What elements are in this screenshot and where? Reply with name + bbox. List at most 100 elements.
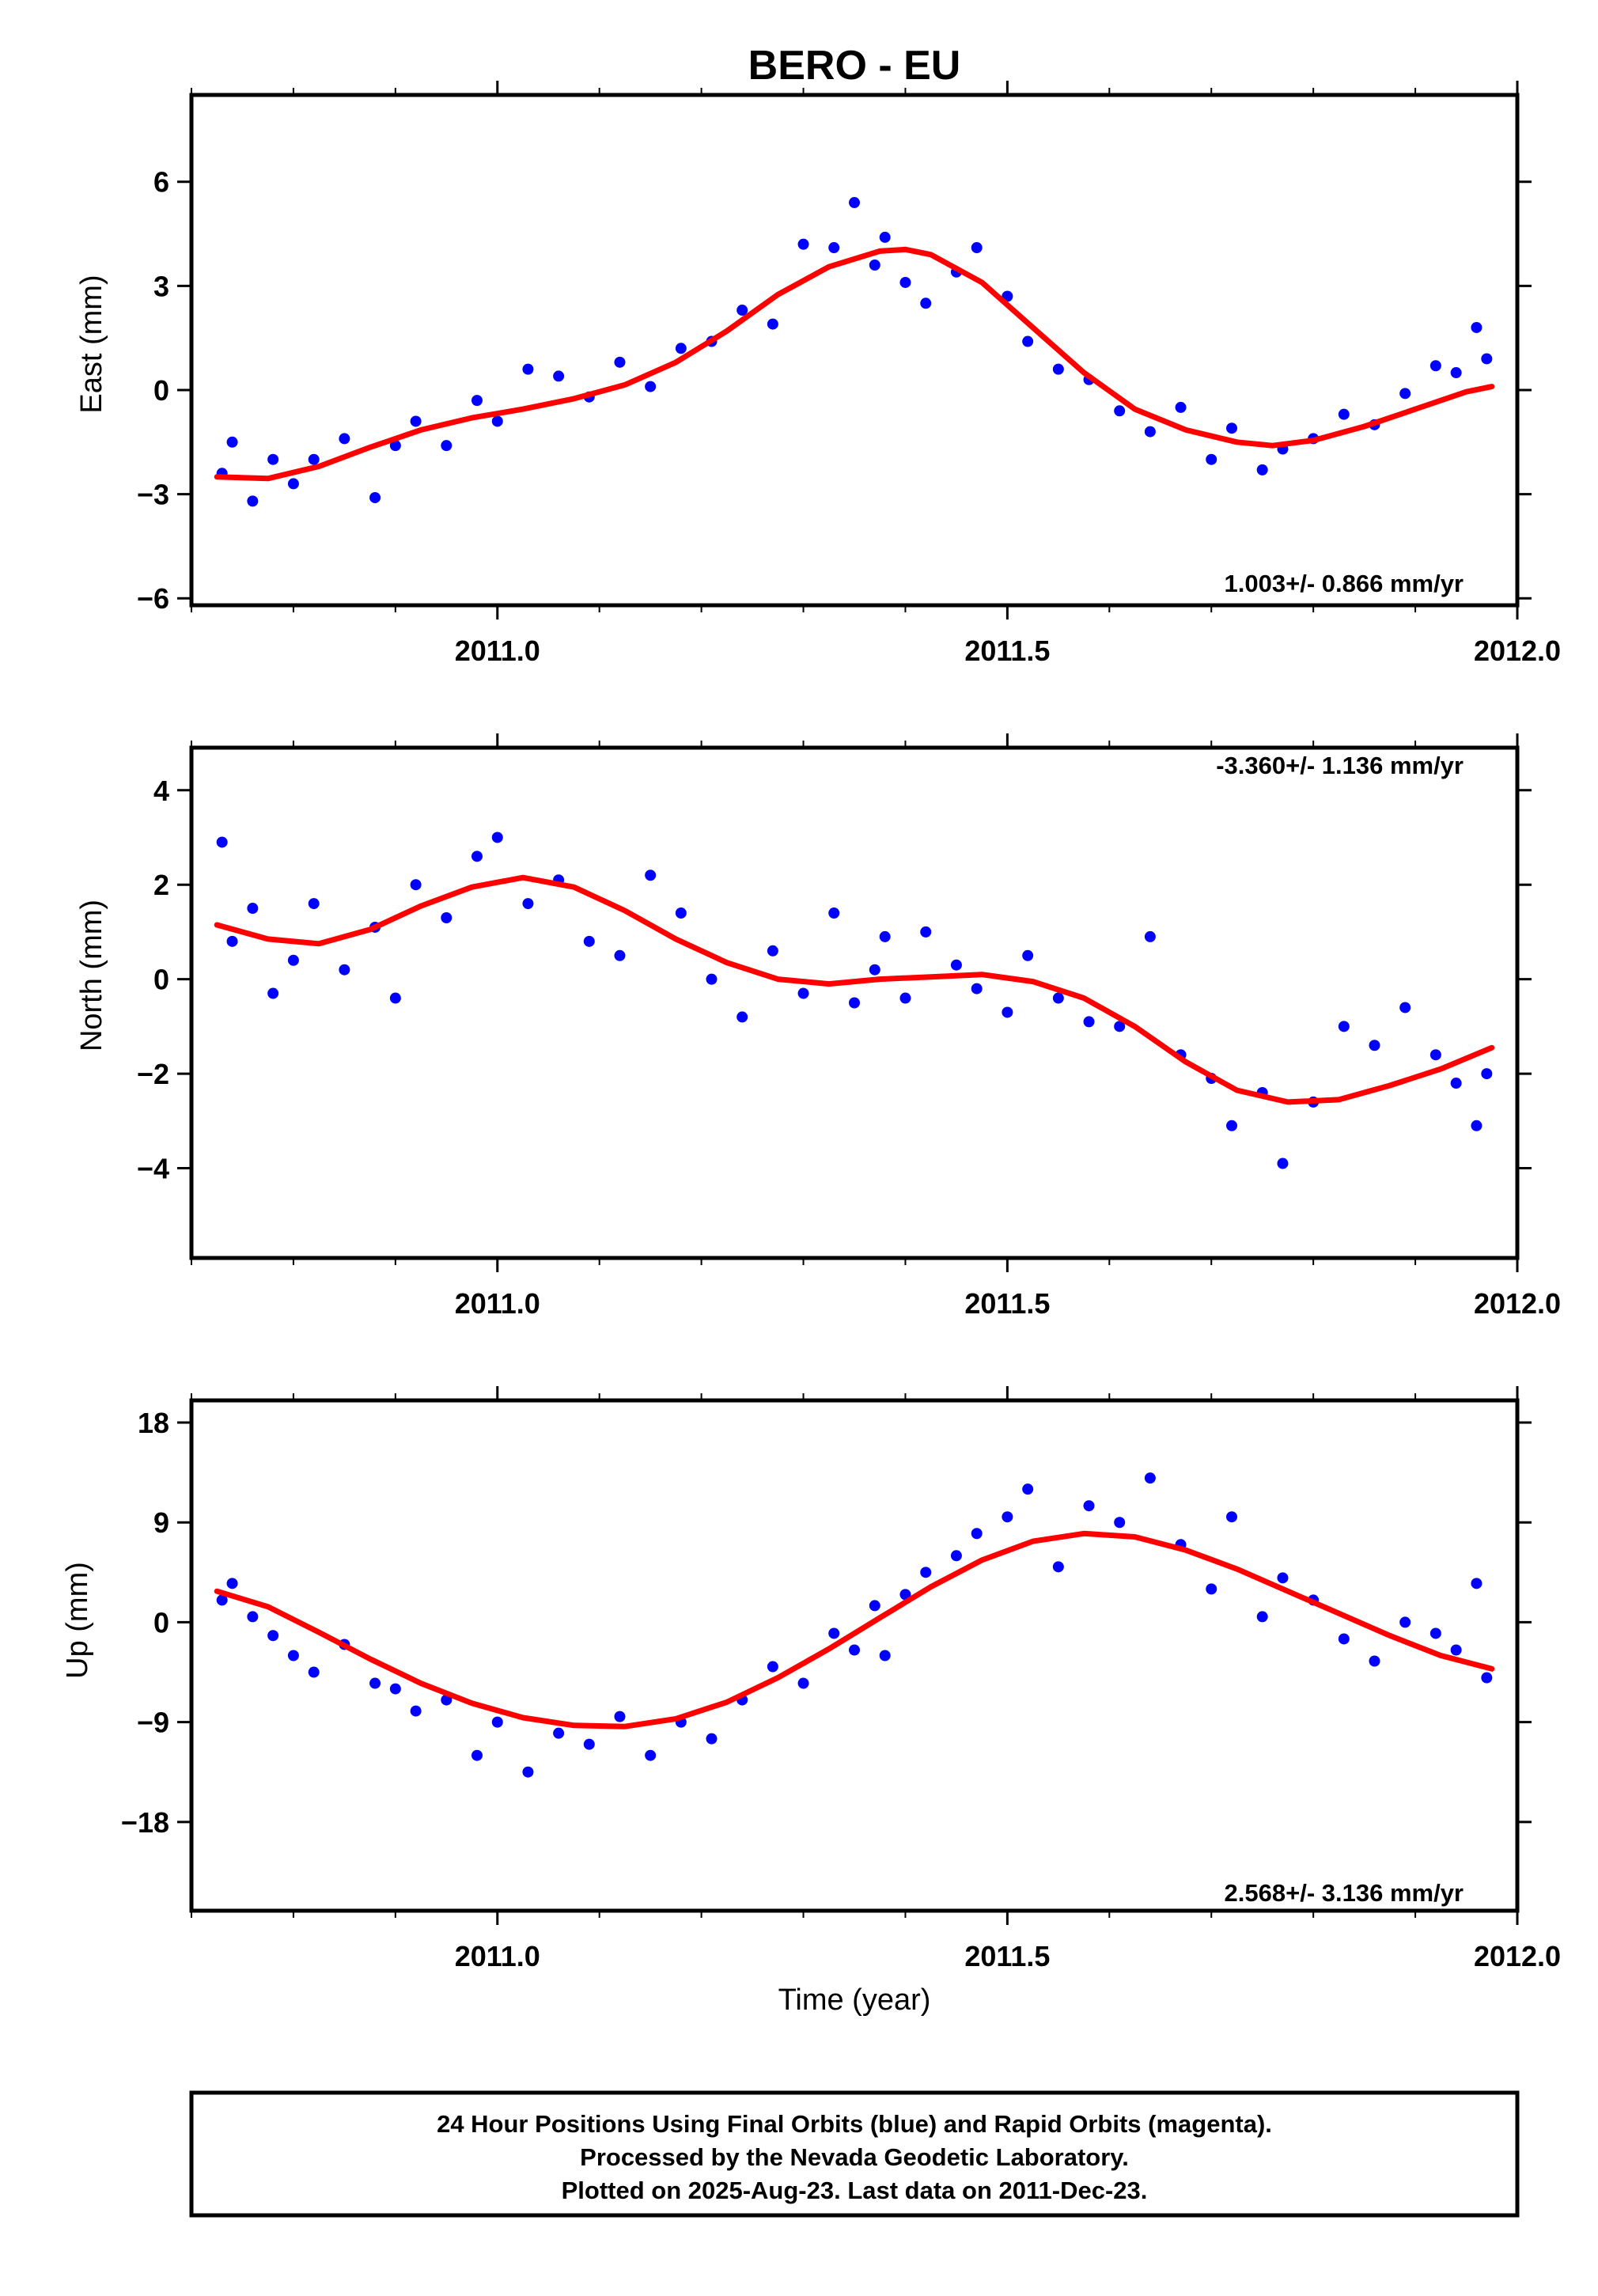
north-data-point: [767, 945, 778, 957]
north-data-point: [879, 930, 891, 942]
east-rate-label: 1.003+/- 0.866 mm/yr: [1225, 570, 1464, 597]
up-data-point: [389, 1683, 401, 1695]
up-data-point: [267, 1630, 279, 1642]
up-fit-curve: [214, 1530, 1495, 1730]
up-data-point: [899, 1589, 911, 1601]
north-data-point: [267, 987, 279, 999]
north-data-point: [308, 898, 320, 910]
up-data-point: [226, 1578, 238, 1589]
east-data-point: [471, 395, 483, 407]
north-data-point: [706, 973, 718, 985]
north-data-point: [737, 1011, 748, 1023]
north-data-point: [920, 926, 932, 938]
east-fit-curve: [214, 246, 1495, 482]
up-data-point: [1450, 1644, 1462, 1656]
up-data-point: [1256, 1611, 1268, 1623]
up-data-point: [1226, 1511, 1238, 1523]
east-data-point: [1481, 353, 1493, 365]
east-panel: East (mm) 1.003+/- 0.866 mm/yr 2011.0 201…: [75, 81, 1561, 667]
north-y-tick-label: −4: [137, 1153, 169, 1185]
up-y-tick-label: −18: [121, 1806, 169, 1839]
north-data-point: [1399, 1002, 1411, 1013]
legend-box: [189, 2090, 1520, 2218]
north-data-point: [1002, 1006, 1013, 1018]
east-data-point: [1429, 360, 1441, 372]
up-data-point: [522, 1766, 534, 1778]
up-data-point: [1338, 1633, 1350, 1645]
east-y-tick-label: 0: [153, 374, 169, 407]
up-data-point: [1022, 1483, 1034, 1495]
east-data-point: [767, 318, 778, 330]
up-panel: Up (mm) 2.568+/- 3.136 mm/yr 2011.0 2011.…: [61, 1386, 1561, 1972]
up-data-point: [1277, 1572, 1289, 1584]
north-data-point: [675, 907, 687, 919]
north-x-tick-label: 2011.5: [964, 1287, 1050, 1320]
north-data-point: [645, 870, 657, 881]
north-data-point: [1022, 949, 1034, 961]
up-data-point: [1429, 1627, 1441, 1639]
east-data-point: [1022, 335, 1034, 347]
up-data-point: [308, 1666, 320, 1678]
east-y-tick-label: 3: [153, 270, 169, 302]
east-data-point: [1052, 363, 1064, 375]
up-y-tick-label: 9: [153, 1506, 169, 1539]
north-data-point: [828, 907, 840, 919]
north-data-point: [1450, 1078, 1462, 1089]
north-data-point: [1083, 1016, 1095, 1028]
up-data-point: [869, 1600, 880, 1612]
north-data-point: [1114, 1021, 1126, 1032]
legend-note-line-3: Plotted on 2025-Aug-23. Last data on 201…: [562, 2177, 1148, 2204]
up-x-tick-label: 2012.0: [1474, 1940, 1561, 1972]
up-x-tick-label: 2011.5: [964, 1940, 1050, 1972]
north-data-point: [471, 851, 483, 862]
east-data-point: [339, 433, 350, 445]
east-data-point: [1144, 426, 1156, 438]
east-data-point: [737, 305, 748, 316]
north-fit-curve: [214, 874, 1495, 1105]
north-data-point: [522, 898, 534, 910]
north-data-point: [441, 912, 453, 923]
up-y-tick-label: −9: [137, 1707, 169, 1739]
up-data-point: [879, 1650, 891, 1661]
north-data-point: [899, 992, 911, 1004]
east-data-point: [308, 453, 320, 465]
north-y-tick-label: −2: [137, 1058, 169, 1090]
up-data-point: [706, 1733, 718, 1745]
east-data-point: [1471, 321, 1483, 333]
up-data-point: [471, 1749, 483, 1761]
north-data-point: [491, 832, 503, 843]
north-data-point: [247, 903, 259, 915]
legend-note-line-2: Processed by the Nevada Geodetic Laborat…: [580, 2143, 1129, 2171]
up-x-tick-label: 2011.0: [455, 1940, 540, 1972]
east-data-point: [267, 453, 279, 465]
east-data-point: [828, 242, 840, 254]
north-data-point: [1429, 1049, 1441, 1061]
north-data-point: [1277, 1157, 1289, 1169]
up-data-point: [1052, 1561, 1064, 1573]
east-y-tick-label: 6: [153, 166, 169, 199]
north-x-tick-label: 2012.0: [1474, 1287, 1561, 1320]
east-plot-frame: [189, 93, 1520, 608]
east-data-point: [522, 363, 534, 375]
up-data-point: [1144, 1472, 1156, 1484]
north-data-point: [849, 997, 860, 1009]
up-data-point: [645, 1749, 657, 1761]
north-data-point: [971, 983, 983, 995]
east-data-point: [971, 242, 983, 254]
east-data-point: [1450, 367, 1462, 379]
north-plot-frame: [189, 745, 1520, 1260]
up-data-point: [553, 1727, 565, 1739]
east-data-point: [1256, 464, 1268, 475]
east-data-point: [869, 260, 880, 271]
up-data-point: [828, 1627, 840, 1639]
up-plot-frame: [189, 1398, 1520, 1913]
up-data-point: [1471, 1578, 1483, 1589]
north-data-point: [1226, 1120, 1238, 1131]
east-data-point: [410, 415, 422, 427]
north-data-point: [1481, 1068, 1493, 1080]
north-data-point: [389, 992, 401, 1004]
east-data-point: [675, 343, 687, 354]
east-data-point: [491, 415, 503, 427]
up-data-point: [1481, 1672, 1493, 1684]
up-data-point: [1114, 1517, 1126, 1529]
